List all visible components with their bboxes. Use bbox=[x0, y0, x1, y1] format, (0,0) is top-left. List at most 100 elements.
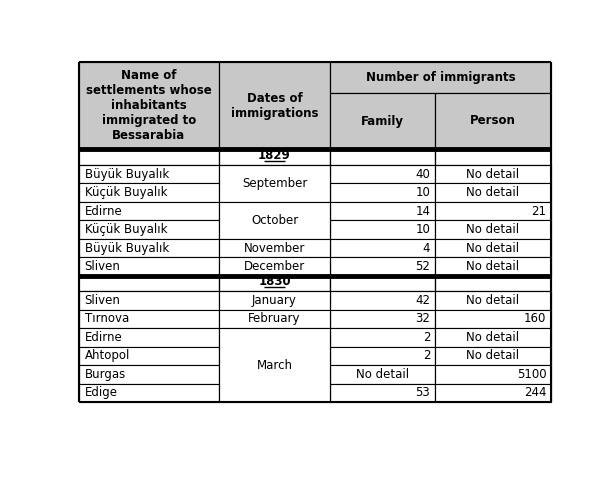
Text: Küçük Buyalık: Küçük Buyalık bbox=[85, 186, 167, 199]
Text: March: March bbox=[256, 358, 293, 372]
Text: No detail: No detail bbox=[467, 294, 520, 307]
Bar bbox=[435, 328, 551, 346]
Bar bbox=[79, 149, 219, 165]
Bar bbox=[435, 276, 551, 291]
Text: January: January bbox=[252, 294, 297, 307]
Text: No detail: No detail bbox=[467, 168, 520, 181]
Bar bbox=[79, 384, 219, 402]
Bar bbox=[79, 220, 219, 239]
Bar bbox=[79, 202, 219, 220]
Text: 10: 10 bbox=[415, 223, 430, 236]
Bar bbox=[79, 183, 219, 202]
Bar bbox=[330, 165, 435, 183]
Bar bbox=[79, 276, 219, 291]
Bar bbox=[330, 220, 435, 239]
Text: September: September bbox=[242, 177, 307, 190]
Text: Person: Person bbox=[470, 114, 516, 128]
Text: Tırnova: Tırnova bbox=[85, 312, 129, 325]
Text: Edirne: Edirne bbox=[85, 204, 122, 218]
Bar bbox=[330, 149, 435, 165]
Bar bbox=[79, 62, 219, 149]
Text: No detail: No detail bbox=[467, 223, 520, 236]
Text: No detail: No detail bbox=[467, 260, 520, 273]
Text: 21: 21 bbox=[531, 204, 547, 218]
Bar bbox=[330, 384, 435, 402]
Bar bbox=[79, 365, 219, 384]
Text: December: December bbox=[244, 260, 305, 273]
Bar bbox=[435, 202, 551, 220]
Bar bbox=[330, 202, 435, 220]
Bar bbox=[219, 328, 330, 402]
Text: Number of immigrants: Number of immigrants bbox=[366, 71, 515, 84]
Bar bbox=[330, 183, 435, 202]
Bar bbox=[435, 384, 551, 402]
Text: 5100: 5100 bbox=[517, 368, 547, 381]
Bar bbox=[79, 239, 219, 257]
Text: Sliven: Sliven bbox=[85, 260, 121, 273]
Text: November: November bbox=[244, 242, 305, 254]
Text: Edige: Edige bbox=[85, 386, 117, 399]
Bar bbox=[219, 310, 330, 328]
Bar bbox=[330, 62, 551, 93]
Text: Büyük Buyalık: Büyük Buyalık bbox=[85, 242, 169, 254]
Bar bbox=[79, 165, 219, 183]
Text: 32: 32 bbox=[415, 312, 430, 325]
Text: No detail: No detail bbox=[356, 368, 409, 381]
Text: Küçük Buyalık: Küçük Buyalık bbox=[85, 223, 167, 236]
Bar bbox=[79, 257, 219, 276]
Text: 1829: 1829 bbox=[258, 149, 291, 162]
Bar bbox=[330, 328, 435, 346]
Bar bbox=[219, 62, 330, 149]
Bar bbox=[79, 310, 219, 328]
Text: Ahtopol: Ahtopol bbox=[85, 349, 130, 362]
Text: 2: 2 bbox=[423, 349, 430, 362]
Bar bbox=[435, 165, 551, 183]
Bar bbox=[219, 291, 330, 310]
Text: 10: 10 bbox=[415, 186, 430, 199]
Bar bbox=[330, 93, 435, 149]
Text: 14: 14 bbox=[415, 204, 430, 218]
Bar bbox=[330, 257, 435, 276]
Text: October: October bbox=[251, 214, 298, 227]
Text: 2: 2 bbox=[423, 331, 430, 344]
Text: 52: 52 bbox=[415, 260, 430, 273]
Bar bbox=[435, 239, 551, 257]
Text: Name of
settlements whose
inhabitants
immigrated to
Bessarabia: Name of settlements whose inhabitants im… bbox=[86, 69, 212, 142]
Bar bbox=[330, 291, 435, 310]
Bar bbox=[435, 346, 551, 365]
Text: 42: 42 bbox=[415, 294, 430, 307]
Bar bbox=[330, 365, 435, 384]
Bar bbox=[79, 291, 219, 310]
Text: 53: 53 bbox=[416, 386, 430, 399]
Bar bbox=[219, 149, 330, 165]
Bar bbox=[435, 220, 551, 239]
Bar bbox=[330, 310, 435, 328]
Bar bbox=[330, 346, 435, 365]
Text: No detail: No detail bbox=[467, 331, 520, 344]
Text: 40: 40 bbox=[415, 168, 430, 181]
Text: Burgas: Burgas bbox=[85, 368, 126, 381]
Bar bbox=[79, 346, 219, 365]
Text: Sliven: Sliven bbox=[85, 294, 121, 307]
Bar bbox=[219, 276, 330, 291]
Text: 244: 244 bbox=[524, 386, 547, 399]
Text: Büyük Buyalık: Büyük Buyalık bbox=[85, 168, 169, 181]
Bar bbox=[435, 257, 551, 276]
Bar bbox=[330, 239, 435, 257]
Text: No detail: No detail bbox=[467, 242, 520, 254]
Text: No detail: No detail bbox=[467, 349, 520, 362]
Bar bbox=[219, 257, 330, 276]
Text: Family: Family bbox=[361, 114, 404, 128]
Text: 160: 160 bbox=[524, 312, 547, 325]
Bar bbox=[79, 328, 219, 346]
Text: Dates of
immigrations: Dates of immigrations bbox=[231, 92, 318, 120]
Bar bbox=[330, 276, 435, 291]
Bar bbox=[435, 365, 551, 384]
Bar bbox=[435, 291, 551, 310]
Text: No detail: No detail bbox=[467, 186, 520, 199]
Bar bbox=[435, 183, 551, 202]
Bar bbox=[435, 310, 551, 328]
Text: Edirne: Edirne bbox=[85, 331, 122, 344]
Text: 1830: 1830 bbox=[258, 275, 291, 289]
Text: 4: 4 bbox=[423, 242, 430, 254]
